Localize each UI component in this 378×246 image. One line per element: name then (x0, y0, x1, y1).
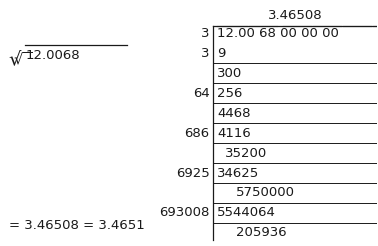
Text: 693008: 693008 (159, 206, 210, 219)
Text: 256: 256 (217, 87, 243, 100)
Text: 3: 3 (201, 27, 210, 40)
Text: 5544064: 5544064 (217, 206, 276, 219)
Text: 205936: 205936 (236, 226, 287, 239)
Text: 6925: 6925 (176, 167, 210, 180)
Text: 64: 64 (193, 87, 210, 100)
Text: 3.46508: 3.46508 (268, 9, 322, 22)
Text: 300: 300 (217, 67, 242, 80)
Text: 4468: 4468 (217, 107, 251, 120)
Text: 4116: 4116 (217, 127, 251, 140)
Text: 35200: 35200 (225, 147, 267, 160)
Text: 686: 686 (184, 127, 210, 140)
Text: 12.0068: 12.0068 (26, 49, 81, 62)
Text: 3: 3 (201, 47, 210, 60)
Text: √: √ (9, 49, 21, 68)
Text: 34625: 34625 (217, 167, 259, 180)
Text: 9: 9 (217, 47, 226, 60)
Text: 5750000: 5750000 (236, 186, 295, 200)
Text: = 3.46508 = 3.4651: = 3.46508 = 3.4651 (9, 219, 145, 232)
Text: 12.00 68 00 00 00: 12.00 68 00 00 00 (217, 27, 339, 40)
Text: $\sqrt{\ }$: $\sqrt{\ }$ (12, 50, 33, 67)
